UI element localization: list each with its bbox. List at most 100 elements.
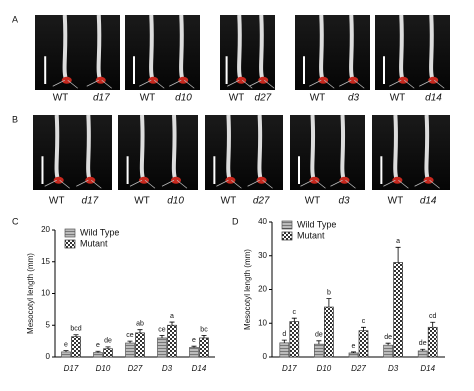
significance-letter: a [170, 313, 174, 320]
photo [372, 115, 450, 190]
seed [339, 176, 350, 184]
error-bar [191, 345, 197, 348]
root [383, 179, 409, 189]
stem [340, 114, 346, 180]
bar [125, 342, 135, 358]
stem [54, 114, 60, 180]
x-tick-label: D17 [282, 364, 297, 373]
photo-label: WT [53, 93, 69, 104]
significance-letter: b [327, 289, 331, 296]
y-tick-label: 10 [41, 289, 50, 298]
photo-label: d14 [420, 196, 437, 207]
seed [258, 76, 269, 84]
y-tick-label: 0 [263, 352, 268, 361]
error-bar [281, 339, 287, 343]
stem [86, 114, 92, 180]
error-bar [159, 335, 165, 338]
x-tick-label: D3 [162, 364, 173, 373]
significance-letter: a [396, 238, 400, 245]
photo [375, 15, 450, 90]
seed [318, 76, 329, 84]
seed [148, 76, 159, 84]
error-bar [105, 346, 111, 349]
legend-swatch [64, 228, 76, 238]
stem [319, 14, 325, 80]
error-bar [385, 342, 391, 346]
legend-label: Wild Type [80, 227, 119, 237]
stem [310, 114, 316, 180]
photo-label: d3 [348, 93, 360, 104]
y-tick-label: 10 [258, 318, 267, 327]
bar [358, 330, 369, 358]
error-bar [316, 340, 322, 345]
seed [171, 176, 181, 184]
significance-letter: e [64, 341, 68, 348]
seed [256, 176, 267, 184]
root [86, 79, 112, 89]
photo [205, 115, 283, 190]
photo [125, 15, 200, 90]
significance-letter: bc [200, 326, 208, 333]
x-tick-label: D3 [388, 364, 399, 373]
bar [427, 326, 438, 358]
bar [103, 348, 113, 358]
significance-letter: ab [136, 321, 144, 328]
error-bar [127, 340, 133, 344]
photo-label: d17 [82, 196, 99, 207]
seed [423, 176, 434, 184]
root [161, 179, 188, 189]
photo-label: d10 [167, 196, 184, 207]
bar [135, 332, 145, 358]
y-tick-label: 40 [258, 217, 267, 226]
root [249, 79, 275, 89]
stem [393, 114, 399, 180]
significance-letter: e [352, 343, 356, 350]
legend-label: Mutant [297, 230, 325, 240]
significance-letter: ce [158, 326, 166, 333]
stem [226, 114, 232, 180]
significance-letter: d [282, 331, 286, 338]
root [216, 179, 242, 189]
legend-swatch [64, 239, 76, 249]
y-tick-label: 15 [41, 257, 50, 266]
bar [167, 324, 177, 358]
bar [189, 347, 199, 358]
seed [61, 76, 72, 84]
photo-label: d3 [338, 196, 350, 207]
seed [398, 76, 409, 84]
significance-letter: e [96, 342, 100, 349]
legend-label: Mutant [80, 238, 108, 248]
bar [417, 350, 428, 358]
root [169, 79, 195, 89]
significance-letter: de [315, 332, 323, 339]
root [52, 79, 78, 89]
photo-label: WT [221, 196, 237, 207]
photo-label: WT [390, 93, 406, 104]
stem [139, 114, 145, 180]
y-tick-label: 0 [46, 352, 51, 361]
photo-label: WT [49, 196, 65, 207]
root [247, 179, 273, 189]
panel-letter: A [12, 14, 18, 24]
bar [324, 306, 334, 358]
x-tick-label: D14 [420, 364, 435, 373]
bar [289, 321, 300, 358]
seed [95, 76, 106, 84]
photo-label: d10 [175, 93, 192, 104]
error-bar [430, 321, 436, 328]
stem [149, 14, 155, 80]
y-tick-label: 5 [46, 320, 51, 329]
bar [314, 343, 324, 358]
y-axis-label: Mesocotyl length (mm) [26, 253, 35, 334]
photo-label: d17 [93, 93, 110, 104]
bar [61, 351, 71, 358]
seed [53, 176, 64, 184]
x-tick-label: D17 [64, 364, 79, 373]
error-bar [326, 298, 332, 308]
root [227, 79, 253, 89]
root [330, 179, 356, 189]
photo-label: WT [305, 196, 321, 207]
significance-letter: de [384, 334, 392, 341]
seed [309, 176, 320, 184]
